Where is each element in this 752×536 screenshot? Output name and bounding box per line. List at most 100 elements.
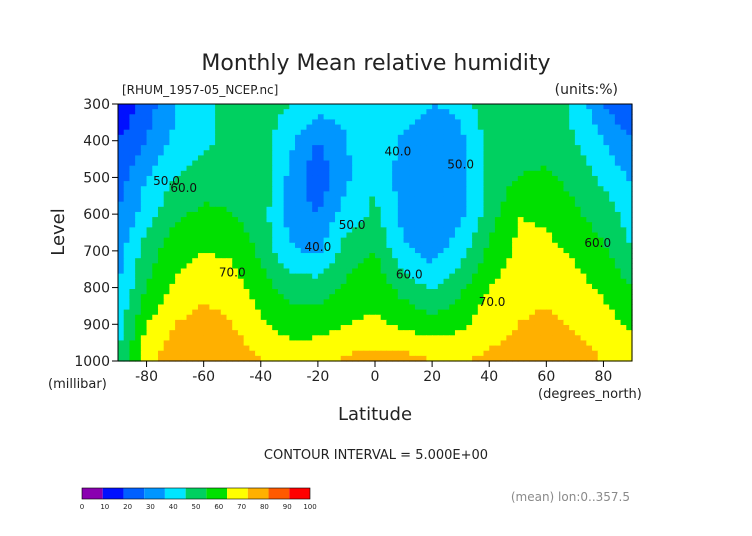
- heatmap-cell: [180, 289, 188, 295]
- heatmap-cell: [375, 253, 382, 259]
- heatmap-cell: [157, 294, 165, 300]
- heatmap-cell: [329, 150, 336, 156]
- heatmap-cell: [552, 247, 559, 254]
- heatmap-cell: [260, 211, 268, 218]
- heatmap-cell: [414, 165, 422, 172]
- heatmap-cell: [540, 150, 547, 156]
- heatmap-cell: [260, 340, 268, 347]
- heatmap-cell: [534, 299, 542, 306]
- heatmap-cell: [237, 104, 245, 110]
- heatmap-cell: [175, 129, 182, 136]
- heatmap-cell: [346, 278, 353, 285]
- heatmap-cell: [460, 201, 467, 208]
- heatmap-cell: [215, 355, 222, 362]
- heatmap-cell: [255, 109, 262, 115]
- heatmap-cell: [186, 160, 193, 167]
- heatmap-cell: [494, 145, 502, 151]
- heatmap-cell: [454, 145, 462, 151]
- heatmap-cell: [426, 289, 433, 295]
- heatmap-cell: [232, 134, 239, 141]
- heatmap-cell: [369, 114, 376, 121]
- heatmap-cell: [512, 201, 519, 208]
- heatmap-cell: [569, 145, 576, 151]
- heatmap-cell: [454, 104, 462, 110]
- heatmap-cell: [163, 314, 170, 321]
- heatmap-cell: [454, 150, 462, 156]
- heatmap-cell: [483, 175, 490, 182]
- heatmap-cell: [552, 319, 559, 326]
- heatmap-cell: [295, 309, 302, 316]
- heatmap-cell: [157, 109, 165, 115]
- heatmap-cell: [380, 355, 388, 362]
- heatmap-cell: [335, 145, 342, 151]
- heatmap-cell: [454, 134, 462, 141]
- heatmap-cell: [300, 299, 308, 306]
- heatmap-cell: [494, 155, 502, 162]
- heatmap-cell: [169, 253, 176, 259]
- heatmap-cell: [180, 309, 188, 316]
- heatmap-cell: [477, 247, 485, 254]
- heatmap-cell: [506, 289, 513, 295]
- heatmap-cell: [494, 278, 502, 285]
- heatmap-cell: [357, 124, 365, 131]
- heatmap-cell: [523, 330, 530, 336]
- heatmap-cell: [552, 355, 559, 362]
- heatmap-cell: [266, 304, 273, 311]
- heatmap-cell: [352, 119, 359, 126]
- heatmap-cell: [123, 119, 131, 126]
- heatmap-cell: [420, 283, 427, 290]
- heatmap-cell: [323, 165, 330, 172]
- heatmap-cell: [403, 119, 410, 126]
- heatmap-cell: [552, 253, 559, 259]
- heatmap-cell: [255, 165, 262, 172]
- heatmap-cell: [152, 350, 159, 357]
- heatmap-cell: [574, 283, 582, 290]
- heatmap-cell: [472, 129, 479, 136]
- heatmap-cell: [203, 314, 210, 321]
- heatmap-cell: [152, 201, 159, 208]
- heatmap-cell: [163, 201, 170, 208]
- heatmap-cell: [146, 314, 153, 321]
- heatmap-cell: [517, 124, 525, 131]
- heatmap-cell: [277, 175, 285, 182]
- heatmap-cell: [203, 150, 210, 156]
- heatmap-cell: [574, 263, 582, 270]
- heatmap-cell: [197, 119, 205, 126]
- heatmap-cell: [197, 109, 205, 115]
- heatmap-cell: [295, 206, 302, 213]
- heatmap-cell: [249, 191, 256, 198]
- heatmap-cell: [249, 242, 256, 249]
- heatmap-cell: [546, 134, 553, 141]
- heatmap-cell: [209, 217, 216, 223]
- heatmap-cell: [466, 134, 473, 141]
- heatmap-cell: [266, 340, 273, 347]
- heatmap-cell: [614, 165, 622, 172]
- heatmap-cell: [614, 145, 622, 151]
- heatmap-cell: [163, 319, 170, 326]
- heatmap-cell: [220, 134, 228, 141]
- heatmap-cell: [226, 237, 233, 244]
- heatmap-cell: [323, 139, 330, 146]
- heatmap-cell: [226, 139, 233, 146]
- heatmap-cell: [123, 232, 131, 239]
- heatmap-cell: [260, 217, 268, 223]
- heatmap-cell: [483, 160, 490, 167]
- heatmap-cell: [317, 309, 325, 316]
- heatmap-cell: [569, 227, 576, 234]
- heatmap-cell: [603, 155, 610, 162]
- heatmap-cell: [517, 263, 525, 270]
- heatmap-cell: [586, 139, 593, 146]
- heatmap-cell: [323, 119, 330, 126]
- heatmap-cell: [609, 289, 616, 295]
- heatmap-cell: [237, 181, 245, 187]
- heatmap-cell: [283, 355, 290, 362]
- heatmap-cell: [346, 170, 353, 177]
- heatmap-cell: [454, 314, 462, 321]
- heatmap-cell: [466, 355, 473, 362]
- heatmap-cell: [249, 237, 256, 244]
- heatmap-cell: [232, 201, 239, 208]
- heatmap-cell: [118, 206, 125, 213]
- heatmap-cell: [232, 258, 239, 264]
- heatmap-cell: [472, 268, 479, 275]
- heatmap-cell: [597, 165, 605, 172]
